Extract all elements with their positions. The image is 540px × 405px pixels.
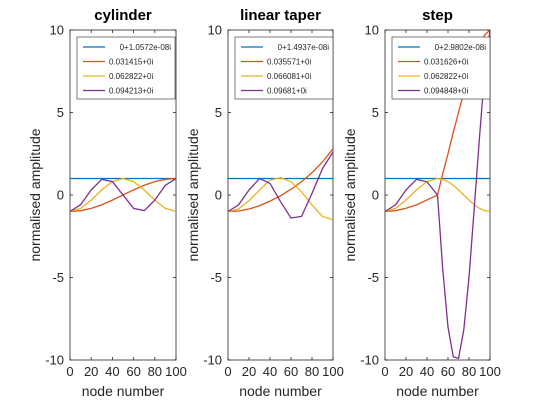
x-tick-label: 0 [224,364,231,379]
x-tick-label: 60 [441,364,455,379]
y-tick-label: 10 [50,23,64,38]
series-line-3 [228,177,333,221]
chart-2: 0 20 40 60 80 100 -10 -5 0 5 10 linear taper node nu… [185,7,344,399]
y-tick-label: 5 [215,105,222,120]
y-axis-label: normalised amplitude [342,128,358,261]
series-line-3 [385,177,490,213]
legend-label: 0.066081+0i [267,72,311,81]
legend-label: 0.062822+0i [424,72,468,81]
chart-1: 0 20 40 60 80 100 -10 -5 0 5 10 cylinder node number… [27,7,187,399]
y-tick-label: -5 [52,270,64,285]
y-tick-label: -5 [367,270,379,285]
legend: 0+1.4937e-08i 0.035571+0i 0.066081+0i 0.096… [234,36,334,100]
legend: 0+2.9802e-08i 0.031626+0i 0.062822+0i 0.094… [391,36,491,100]
x-tick-label: 0 [66,364,73,379]
y-tick-label: -10 [203,353,222,368]
legend: 0+1.0572e-08i 0.031415+0i 0.062822+0i 0.094… [76,36,176,100]
legend-label: 0.035571+0i [267,58,311,67]
y-tick-label: -5 [210,270,222,285]
y-tick-label: 5 [372,105,379,120]
series-line-3 [70,177,176,213]
series-line-2 [228,148,333,213]
x-tick-label: 60 [126,364,140,379]
x-tick-label: 40 [105,364,119,379]
x-axis-label: node number [396,383,479,399]
series-line-4 [70,177,176,213]
series-line-4 [228,151,333,219]
x-tick-label: 80 [148,364,162,379]
series-line-4 [385,30,490,360]
chart-3: 0 20 40 60 80 100 -10 -5 0 5 10 step node number norm… [342,7,501,399]
chart-title: cylinder [94,7,152,24]
y-tick-label: 10 [208,23,222,38]
legend-label: 0+1.0572e-08i [120,43,172,52]
y-tick-label: 5 [57,105,64,120]
y-tick-label: 0 [57,188,64,203]
x-tick-label: 20 [242,364,256,379]
chart-title: linear taper [240,7,321,24]
x-tick-label: 100 [322,364,344,379]
x-tick-label: 80 [462,364,476,379]
y-axis-label: normalised amplitude [27,128,43,261]
chart-title: step [422,7,453,24]
legend-label: 0+2.9802e-08i [435,43,487,52]
legend-label: 0.094848+0i [424,87,468,96]
legend-label: 0+1.4937e-08i [278,43,330,52]
legend-label: 0.031626+0i [424,58,468,67]
x-tick-label: 40 [420,364,434,379]
x-axis-label: node number [82,383,165,399]
x-tick-label: 0 [381,364,388,379]
legend-label: 0.031415+0i [109,58,153,67]
legend-label: 0.09681+0i [267,87,307,96]
legend-label: 0.094213+0i [109,87,153,96]
y-tick-label: 10 [365,23,379,38]
legend-label: 0.062822+0i [109,72,153,81]
x-axis-label: node number [239,383,322,399]
y-axis-label: normalised amplitude [185,128,201,261]
x-tick-label: 40 [263,364,277,379]
x-tick-label: 100 [165,364,187,379]
x-tick-label: 80 [305,364,319,379]
x-tick-label: 60 [284,364,298,379]
y-tick-label: 0 [372,188,379,203]
x-tick-label: 20 [399,364,413,379]
x-tick-label: 20 [84,364,98,379]
x-tick-label: 100 [479,364,501,379]
y-tick-label: -10 [360,353,379,368]
y-tick-label: 0 [215,188,222,203]
y-tick-label: -10 [45,353,64,368]
